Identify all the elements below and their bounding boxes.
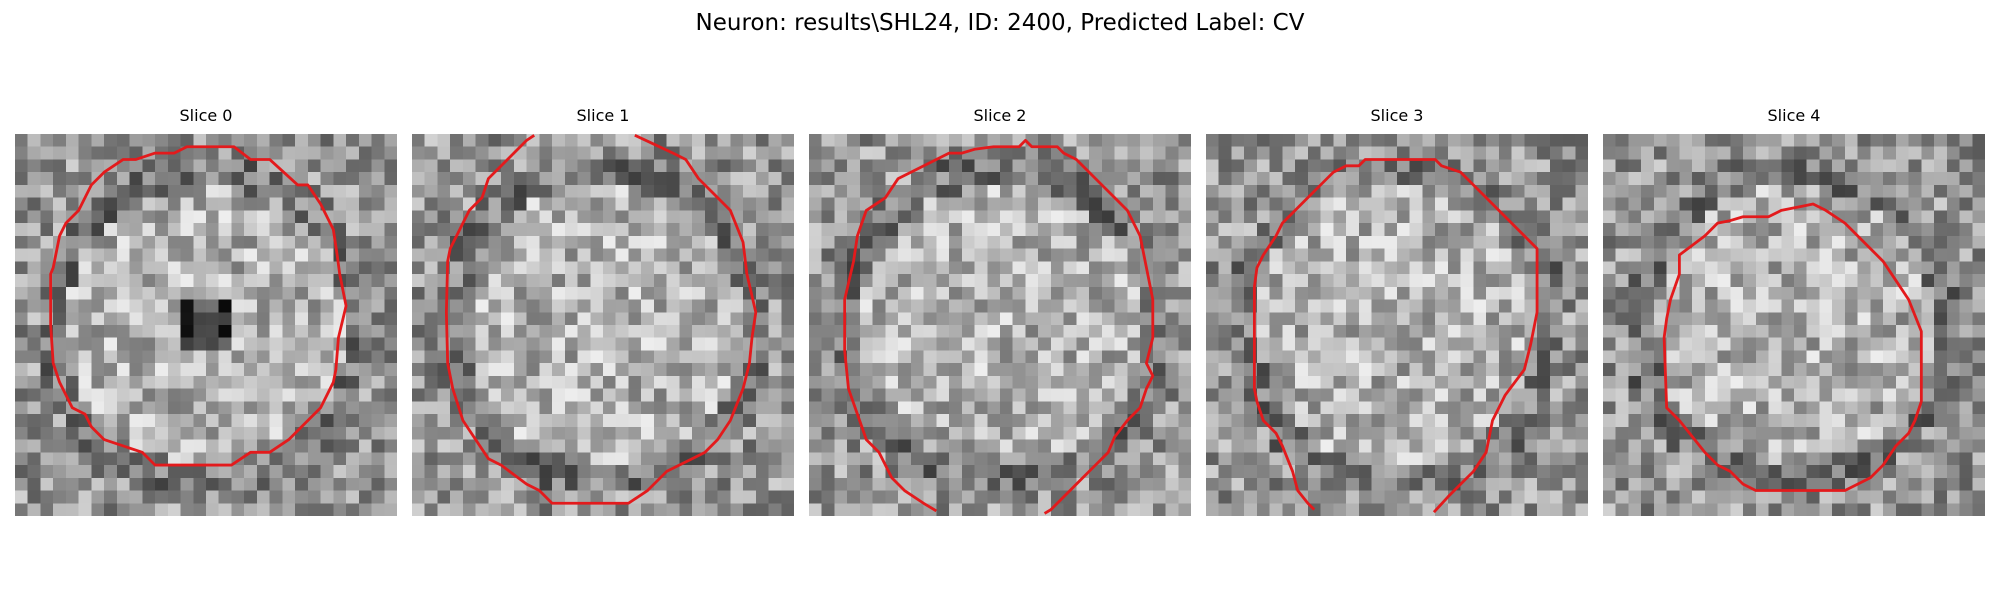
slice-panel-0: Slice 0: [15, 106, 397, 516]
slice-image-4: [1603, 134, 1985, 516]
slice-panel-1: Slice 1: [412, 106, 794, 516]
slice-image-1: [412, 134, 794, 516]
slice-image-2: [809, 134, 1191, 516]
cell-contour: [1662, 202, 1923, 492]
cell-contour: [444, 134, 758, 505]
pixel-grid: [15, 134, 397, 516]
slice-title-2: Slice 2: [973, 106, 1027, 125]
pixel-grid: [809, 134, 1191, 516]
slice-image-3: [1206, 134, 1588, 516]
cell-contour: [1252, 158, 1539, 514]
pixel-grid: [1206, 134, 1588, 516]
slice-title-0: Slice 0: [179, 106, 233, 125]
slice-panel-3: Slice 3: [1206, 106, 1588, 516]
slice-title-1: Slice 1: [576, 106, 630, 125]
cell-contour: [49, 145, 348, 467]
cell-contour: [843, 138, 1155, 515]
pixel-grid: [1603, 134, 1985, 516]
slice-title-4: Slice 4: [1767, 106, 1821, 125]
slice-title-3: Slice 3: [1370, 106, 1424, 125]
figure-title: Neuron: results\SHL24, ID: 2400, Predict…: [695, 10, 1305, 36]
slice-panel-2: Slice 2: [809, 106, 1191, 516]
slice-panel-4: Slice 4: [1603, 106, 1985, 516]
slice-image-0: [15, 134, 397, 516]
pixel-grid: [412, 134, 794, 516]
